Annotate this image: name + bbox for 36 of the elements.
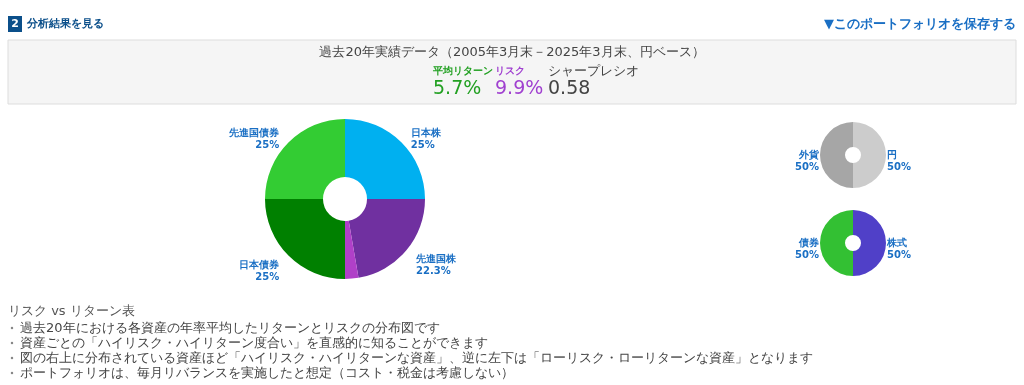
- text: 0.58: [548, 76, 591, 98]
- data-label: 25%: [255, 139, 280, 151]
- text: 資産ごとの「ハイリスク・ハイリターン度合い」を直感的に知ることができます: [20, 335, 488, 350]
- text: 平均リターン: [432, 65, 493, 76]
- slice-label: 先進国株: [415, 252, 458, 264]
- data-label: 25%: [410, 139, 435, 151]
- text: 図の右上に分布されている資産ほど「ハイリスク・ハイリターンな資産」、逆に左下は「ローリスク・ローリターンな資産」となります: [20, 350, 813, 365]
- text: 分析結果を見る: [26, 17, 104, 30]
- slice-label: 株式: [886, 237, 907, 248]
- slice-label: 日本株: [410, 127, 442, 139]
- data-label: 22.3%: [416, 264, 451, 276]
- slice-label: 先進国債券: [228, 127, 281, 139]
- text: 2: [11, 17, 19, 30]
- text: ▼このポートフォリオを保存する: [824, 16, 1016, 31]
- data-label: 50%: [795, 161, 819, 172]
- donut-slice: [820, 210, 853, 276]
- text: リスク: [495, 65, 525, 76]
- data-label: 25%: [255, 270, 280, 282]
- text: 過去20年実績データ（2005年3月末－2025年3月末、円ベース）: [319, 44, 705, 59]
- text: リスク vs リターン表: [8, 303, 135, 318]
- donut-slice: [345, 220, 359, 279]
- text: 過去20年における各資産の年率平均したリターンとリスクの分布図です: [20, 320, 440, 335]
- donut-slice: [853, 122, 886, 188]
- text: シャープレシオ: [548, 63, 639, 78]
- data-label: 50%: [887, 249, 911, 260]
- donut-slice: [853, 210, 886, 276]
- data-label: 50%: [795, 249, 819, 260]
- slice-label: 外貨: [798, 149, 820, 161]
- slice-label: 日本債券: [239, 258, 281, 270]
- donut-slice: [820, 122, 853, 188]
- text: 5.7%: [433, 76, 482, 98]
- text: 9.9%: [495, 76, 544, 98]
- data-label: 50%: [887, 161, 911, 172]
- text: ポートフォリオは、毎月リバランスを実施したと想定（コスト・税金は考慮しない）: [20, 365, 514, 380]
- slice-label: 債券: [798, 237, 820, 248]
- slice-label: 円: [887, 149, 897, 160]
